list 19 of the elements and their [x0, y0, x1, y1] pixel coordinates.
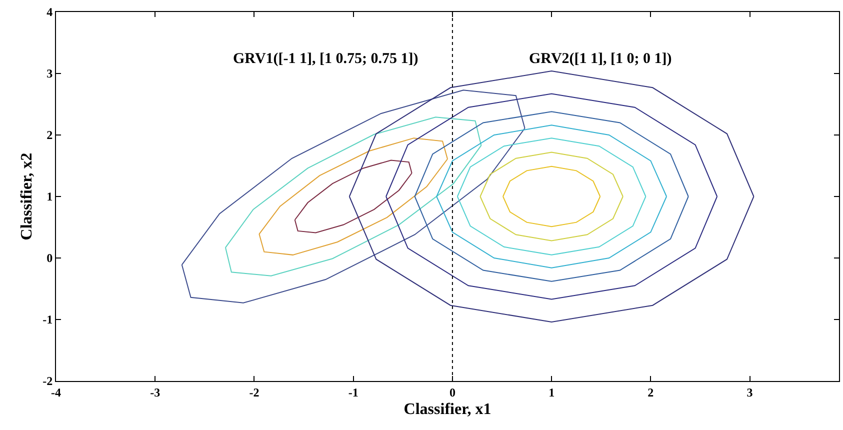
x-tick-label: 0 [449, 385, 456, 400]
x-tick-label: 2 [648, 385, 654, 400]
y-tick-label: 2 [46, 128, 53, 142]
y-axis-title: Classifier, x2 [18, 152, 36, 240]
x-tick-label: -1 [348, 385, 358, 400]
x-axis-title: Classifier, x1 [404, 401, 492, 418]
y-tick-label: 4 [46, 5, 53, 20]
annotation: GRV2([1 1], [1 0; 0 1]) [529, 51, 672, 67]
y-tick-label: 0 [46, 251, 53, 266]
y-tick-label: 3 [46, 66, 53, 81]
y-tick-label: 1 [46, 190, 53, 204]
y-tick-label: -2 [42, 374, 53, 388]
x-tick-label: -2 [249, 385, 260, 400]
x-tick-label: 3 [746, 385, 753, 400]
x-tick-label: -4 [51, 385, 61, 400]
annotation: GRV1([-1 1], [1 0.75; 0.75 1]) [233, 51, 418, 67]
x-tick-label: -3 [150, 385, 160, 400]
x-tick-label: 1 [548, 385, 555, 400]
y-tick-label: -1 [42, 312, 53, 327]
